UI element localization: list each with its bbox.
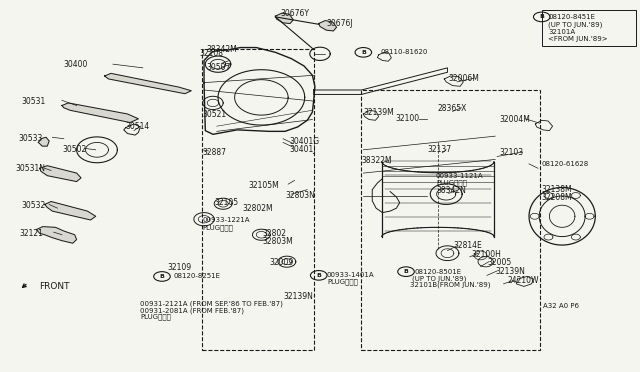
Text: 32105M: 32105M (248, 181, 280, 190)
Text: 30676J: 30676J (326, 19, 353, 28)
Text: 30401G: 30401G (289, 137, 319, 146)
Text: 32100: 32100 (395, 114, 419, 123)
Text: 28365X: 28365X (438, 104, 467, 113)
Bar (541, 10, 636, 46)
Text: A32 A0 P6: A32 A0 P6 (543, 303, 579, 309)
Text: 30532: 30532 (22, 201, 46, 210)
Polygon shape (275, 13, 293, 23)
Text: 38322M: 38322M (362, 156, 392, 166)
Text: 32105: 32105 (215, 198, 239, 207)
Text: 32109: 32109 (167, 263, 191, 272)
Polygon shape (38, 137, 49, 146)
Text: 32139N: 32139N (283, 292, 313, 301)
Polygon shape (40, 166, 81, 182)
Text: 30531: 30531 (22, 97, 46, 106)
Text: PLUGプラグ: PLUGプラグ (436, 179, 467, 186)
Text: B: B (361, 50, 366, 55)
Text: 32100H: 32100H (472, 250, 502, 259)
Text: 30514: 30514 (125, 122, 150, 131)
Text: 30531N: 30531N (15, 164, 45, 173)
Text: 24210W: 24210W (508, 276, 540, 285)
Text: 30676Y: 30676Y (280, 9, 310, 18)
Polygon shape (36, 227, 77, 243)
Text: 32802: 32802 (262, 230, 287, 238)
Text: B: B (540, 15, 544, 19)
Text: <FROM JUN.'89>: <FROM JUN.'89> (548, 36, 608, 42)
Text: 32101B(FROM JUN.'89): 32101B(FROM JUN.'89) (410, 282, 490, 288)
Text: 30533: 30533 (19, 134, 43, 142)
Text: 32887: 32887 (202, 148, 226, 157)
Text: 30507: 30507 (207, 63, 231, 72)
Text: 32802M: 32802M (243, 203, 273, 213)
Text: 00931-2081A (FROM FEB.'87): 00931-2081A (FROM FEB.'87) (140, 307, 244, 314)
Text: B: B (316, 273, 321, 278)
Text: 32101A: 32101A (548, 29, 575, 35)
Text: 32121: 32121 (19, 230, 43, 238)
Bar (202, 49, 314, 350)
Text: 08120-61628: 08120-61628 (541, 161, 589, 167)
Text: 00933-1121A: 00933-1121A (436, 173, 484, 179)
Text: 08120-8451E: 08120-8451E (548, 14, 595, 20)
Bar (362, 90, 540, 350)
Text: 30502: 30502 (62, 145, 86, 154)
Text: 32108: 32108 (199, 49, 223, 58)
Text: 32137: 32137 (427, 145, 451, 154)
Text: 32803N: 32803N (285, 191, 315, 200)
Text: 32208M: 32208M (541, 193, 572, 202)
Text: 32006M: 32006M (449, 74, 479, 83)
Text: 32803M: 32803M (262, 237, 293, 246)
Text: 00933-1221A: 00933-1221A (202, 217, 250, 223)
Text: 08120-8501E: 08120-8501E (414, 269, 461, 275)
Text: 32103: 32103 (500, 148, 524, 157)
Text: 30521: 30521 (202, 109, 226, 119)
Text: PLUGプラグ: PLUGプラグ (140, 313, 171, 320)
Text: B: B (404, 269, 408, 274)
Text: (UP TO JUN.'89): (UP TO JUN.'89) (412, 275, 467, 282)
Text: 08120-8251E: 08120-8251E (173, 273, 220, 279)
Text: 32139M: 32139M (364, 108, 394, 117)
Text: 08110-81620: 08110-81620 (381, 49, 428, 55)
Text: 32009: 32009 (269, 258, 293, 267)
Text: 38342N: 38342N (436, 186, 466, 195)
Polygon shape (45, 202, 96, 220)
Text: FRONT: FRONT (40, 282, 70, 291)
Text: 32004M: 32004M (500, 115, 531, 124)
Text: 32139N: 32139N (495, 267, 525, 276)
Text: (UP TO JUN.'89): (UP TO JUN.'89) (548, 21, 602, 28)
Polygon shape (62, 103, 138, 122)
Text: 38342M: 38342M (207, 45, 237, 54)
Text: 30401J: 30401J (289, 145, 316, 154)
Text: 00933-1401A: 00933-1401A (326, 272, 374, 278)
Text: B: B (159, 274, 164, 279)
Text: 32138M: 32138M (541, 185, 572, 194)
Polygon shape (104, 73, 191, 94)
Text: 32005: 32005 (487, 258, 511, 267)
Text: 30400: 30400 (64, 60, 88, 69)
Polygon shape (319, 20, 337, 31)
Text: 00931-2121A (FROM SEP.'86 TO FEB.'87): 00931-2121A (FROM SEP.'86 TO FEB.'87) (140, 301, 283, 307)
Text: PLUGプラグ: PLUGプラグ (202, 224, 233, 231)
Text: 32814E: 32814E (454, 241, 483, 250)
Text: PLUGプラグ: PLUGプラグ (328, 279, 358, 285)
